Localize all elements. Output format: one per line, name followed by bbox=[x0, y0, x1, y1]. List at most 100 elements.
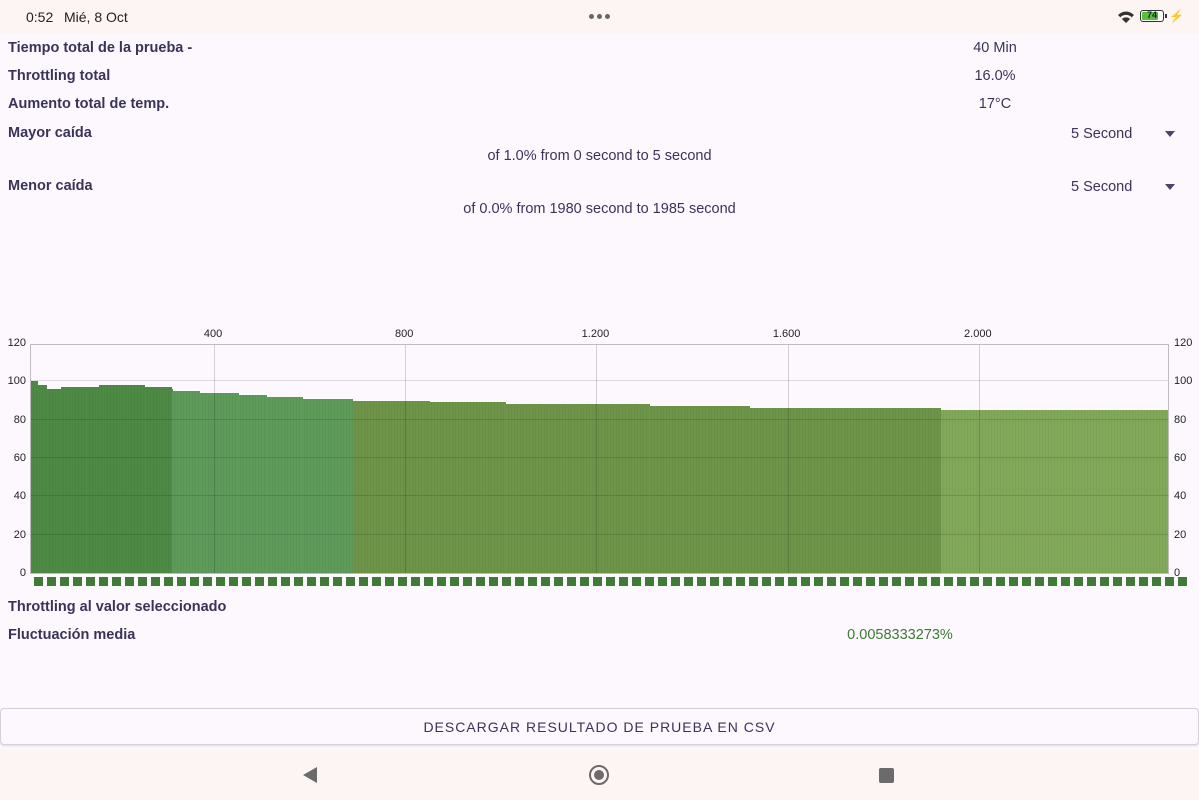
biggest-drop-label: Mayor caída bbox=[8, 125, 92, 141]
temp-increase-value: 17°C bbox=[978, 96, 1012, 112]
legend-marker bbox=[684, 577, 693, 586]
legend-marker bbox=[86, 577, 95, 586]
chart-bar[interactable] bbox=[749, 408, 942, 573]
legend-marker bbox=[567, 577, 576, 586]
battery-cap bbox=[1165, 14, 1167, 18]
gridline bbox=[978, 345, 980, 573]
y-tick-label: 120 bbox=[7, 337, 26, 349]
chart-bar[interactable] bbox=[99, 385, 146, 573]
chart-bar[interactable] bbox=[266, 396, 304, 573]
legend-marker bbox=[424, 577, 433, 586]
legend-marker bbox=[749, 577, 758, 586]
legend-marker bbox=[541, 577, 550, 586]
legend-marker bbox=[411, 577, 420, 586]
legend-marker bbox=[528, 577, 537, 586]
avg-fluctuation-value: 0.0058333273% bbox=[847, 627, 953, 643]
legend-marker bbox=[73, 577, 82, 586]
chart-bar[interactable] bbox=[352, 400, 430, 573]
chevron-down-icon bbox=[1165, 184, 1175, 190]
legend-marker bbox=[775, 577, 784, 586]
legend-marker bbox=[164, 577, 173, 586]
legend-marker bbox=[372, 577, 381, 586]
more-dots-icon[interactable] bbox=[589, 14, 610, 19]
y-tick-label: 100 bbox=[7, 375, 26, 388]
chart-bar[interactable] bbox=[199, 392, 239, 573]
biggest-drop-interval-dropdown[interactable]: 5 Second bbox=[1040, 122, 1185, 146]
chart-bar[interactable] bbox=[1167, 412, 1168, 573]
download-csv-button[interactable]: DESCARGAR RESULTADO DE PRUEBA EN CSV bbox=[0, 708, 1199, 745]
chart-bar[interactable] bbox=[505, 404, 650, 573]
chart-bar[interactable] bbox=[649, 406, 750, 573]
back-icon[interactable] bbox=[303, 767, 317, 783]
chart-bar[interactable] bbox=[171, 389, 173, 573]
legend-marker bbox=[112, 577, 121, 586]
chart-bar[interactable] bbox=[46, 389, 62, 573]
legend-marker bbox=[554, 577, 563, 586]
smallest-drop-interval-value: 5 Second bbox=[1071, 179, 1133, 195]
legend-marker bbox=[1100, 577, 1109, 586]
chart-bar[interactable] bbox=[237, 394, 268, 573]
recents-icon[interactable] bbox=[879, 768, 894, 783]
legend-marker bbox=[1165, 577, 1174, 586]
legend-marker bbox=[450, 577, 459, 586]
chart-bar[interactable] bbox=[31, 381, 38, 573]
legend-marker bbox=[905, 577, 914, 586]
y-tick-label: 80 bbox=[1174, 413, 1187, 426]
chart-bar[interactable] bbox=[144, 387, 172, 573]
y-tick-label: 60 bbox=[1174, 452, 1187, 464]
legend-marker bbox=[619, 577, 628, 586]
chart-bar[interactable] bbox=[429, 402, 507, 573]
y-tick-label: 80 bbox=[13, 413, 26, 426]
legend-marker bbox=[723, 577, 732, 586]
smallest-drop-label: Menor caída bbox=[8, 178, 93, 194]
legend-marker bbox=[827, 577, 836, 586]
legend-marker bbox=[1061, 577, 1070, 586]
chart-bar[interactable] bbox=[172, 390, 201, 573]
legend-marker bbox=[970, 577, 979, 586]
legend-marker bbox=[294, 577, 303, 586]
legend-marker bbox=[996, 577, 1005, 586]
legend-marker bbox=[671, 577, 680, 586]
gridline bbox=[31, 418, 1168, 420]
y-tick-label: 0 bbox=[1174, 567, 1181, 579]
chart-bar[interactable] bbox=[940, 410, 1168, 573]
legend-marker bbox=[346, 577, 355, 586]
biggest-drop-detail: of 1.0% from 0 second to 5 second bbox=[487, 148, 712, 164]
gridline bbox=[31, 380, 1168, 382]
gridline bbox=[405, 345, 407, 573]
chevron-down-icon bbox=[1165, 131, 1175, 137]
chart-bar[interactable] bbox=[87, 387, 100, 573]
legend-marker bbox=[1126, 577, 1135, 586]
smallest-drop-detail: of 0.0% from 1980 second to 1985 second bbox=[463, 201, 736, 217]
legend-marker bbox=[866, 577, 875, 586]
gridline bbox=[31, 533, 1168, 535]
legend-marker bbox=[645, 577, 654, 586]
legend-marker bbox=[47, 577, 56, 586]
legend-marker bbox=[944, 577, 953, 586]
chart-plot-area[interactable] bbox=[30, 344, 1169, 574]
smallest-drop-interval-dropdown[interactable]: 5 Second bbox=[1040, 175, 1185, 199]
gridline bbox=[787, 345, 789, 573]
legend-marker bbox=[840, 577, 849, 586]
legend-marker bbox=[502, 577, 511, 586]
home-icon[interactable] bbox=[589, 765, 609, 785]
legend-marker bbox=[385, 577, 394, 586]
chart-bar[interactable] bbox=[37, 385, 48, 573]
performance-chart[interactable]: 400 800 1.200 1.600 2.000 0 0 20 20 40 40 60 60 80 80… bbox=[0, 320, 1199, 590]
y-tick-label: 100 bbox=[1174, 375, 1193, 388]
avg-fluctuation-label: Fluctuación media bbox=[8, 627, 136, 643]
legend-marker bbox=[320, 577, 329, 586]
legend-marker bbox=[99, 577, 108, 586]
legend-marker bbox=[359, 577, 368, 586]
legend-marker bbox=[281, 577, 290, 586]
chart-bar[interactable] bbox=[61, 387, 88, 573]
chart-bar[interactable] bbox=[302, 398, 354, 573]
legend-marker bbox=[1178, 577, 1187, 586]
charging-bolt-icon: ⚡ bbox=[1169, 9, 1184, 23]
legend-marker bbox=[216, 577, 225, 586]
y-tick-label: 40 bbox=[1174, 490, 1187, 503]
legend-marker bbox=[697, 577, 706, 586]
chart-legend bbox=[34, 577, 1187, 586]
legend-marker bbox=[632, 577, 641, 586]
status-bar: 0:52 Mié, 8 Oct 74 ⚡ bbox=[0, 0, 1199, 34]
